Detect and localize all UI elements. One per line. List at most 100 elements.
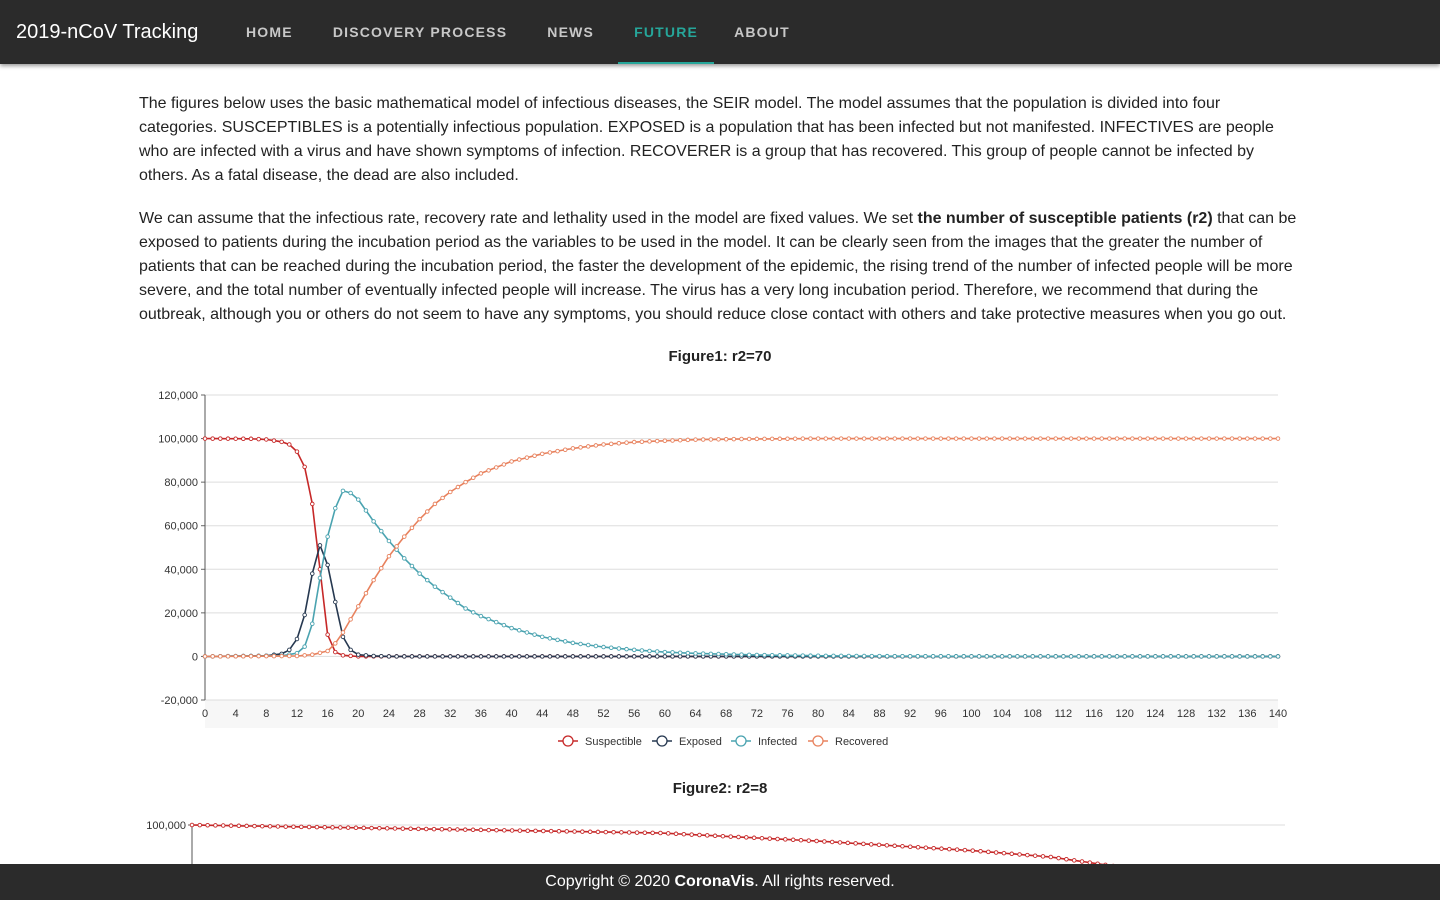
data-point <box>723 652 729 657</box>
nav-home[interactable]: HOME <box>246 24 293 40</box>
data-point <box>1022 654 1028 659</box>
data-point <box>1168 654 1173 659</box>
data-point <box>603 829 609 835</box>
x-tick-label: 84 <box>843 708 855 720</box>
data-point <box>915 844 921 850</box>
data-point <box>585 654 591 659</box>
data-point <box>556 829 562 834</box>
x-tick-label: 116 <box>1085 708 1103 720</box>
data-point <box>233 436 238 441</box>
data-point <box>619 830 624 835</box>
data-point <box>562 639 568 644</box>
data-point <box>767 836 772 841</box>
data-point <box>532 654 537 659</box>
data-point <box>631 647 637 653</box>
data-point <box>705 833 710 838</box>
data-point <box>601 644 606 650</box>
figure1-title: Figure1: r2=70 <box>668 348 772 365</box>
data-point <box>294 449 300 454</box>
data-point <box>425 654 430 659</box>
data-point <box>369 825 374 831</box>
data-point <box>417 571 422 576</box>
data-point <box>547 636 553 641</box>
data-point <box>1268 654 1273 659</box>
data-point <box>1015 436 1020 441</box>
data-point <box>1015 654 1020 659</box>
data-point <box>570 640 576 646</box>
data-point <box>670 650 675 655</box>
data-point <box>356 604 361 609</box>
nav-news[interactable]: NEWS <box>547 24 595 40</box>
data-point <box>1222 654 1227 659</box>
data-point <box>931 845 936 851</box>
data-point <box>1237 654 1242 659</box>
data-point <box>1032 853 1038 858</box>
data-point <box>524 654 530 659</box>
x-tick-label: 88 <box>873 708 885 720</box>
data-point <box>754 436 760 442</box>
data-point <box>792 653 798 658</box>
y-tick-label: 120,000 <box>158 390 198 402</box>
data-point <box>539 654 545 659</box>
data-point <box>317 650 323 656</box>
nav-about[interactable]: ABOUT <box>734 24 790 40</box>
data-point <box>371 577 376 583</box>
data-point <box>236 823 242 829</box>
data-point <box>1107 436 1112 441</box>
data-point <box>379 565 384 571</box>
figure2-chart: 100,000 <box>146 820 1285 870</box>
data-point <box>831 436 836 441</box>
data-point <box>1199 436 1204 441</box>
data-point <box>1260 436 1265 441</box>
data-point <box>785 653 790 658</box>
data-point <box>908 844 913 850</box>
data-point <box>310 652 315 657</box>
footer-copyright: Copyright © 2020 <box>545 873 675 890</box>
data-point <box>823 653 829 659</box>
data-point <box>241 653 246 659</box>
data-point <box>440 495 445 501</box>
data-point <box>564 829 569 834</box>
data-point <box>1214 654 1219 659</box>
data-point <box>739 652 744 657</box>
data-point <box>1130 436 1135 441</box>
data-point <box>1114 654 1120 659</box>
data-point <box>377 825 382 831</box>
intro-section: The figures below uses the basic mathema… <box>139 92 1301 346</box>
data-point <box>1245 654 1250 659</box>
nav-future[interactable]: FUTURE <box>618 0 715 64</box>
data-point <box>356 652 361 657</box>
x-tick-label: 128 <box>1177 708 1195 720</box>
data-point <box>1030 436 1035 441</box>
series-recovered <box>202 436 1281 659</box>
data-point <box>363 508 369 513</box>
brand-title[interactable]: 2019-nCoV Tracking <box>16 21 199 43</box>
data-point <box>202 436 208 441</box>
data-point <box>310 621 315 626</box>
data-point <box>838 653 844 659</box>
data-point <box>861 841 866 847</box>
nav-discovery-process[interactable]: DISCOVERY PROCESS <box>332 24 508 40</box>
data-point <box>685 437 691 443</box>
x-tick-label: 60 <box>659 708 671 720</box>
data-point <box>1040 854 1046 859</box>
data-point <box>287 442 292 447</box>
data-point <box>225 654 231 659</box>
data-point <box>800 436 806 441</box>
data-point <box>1007 654 1013 659</box>
data-point <box>1130 654 1135 659</box>
data-point <box>478 654 484 659</box>
series-line-infected <box>205 489 1278 658</box>
data-point <box>777 653 783 658</box>
data-point <box>869 436 875 441</box>
legend-label: Exposed <box>679 736 722 748</box>
data-point <box>1064 856 1069 862</box>
x-tick-label: 44 <box>536 708 548 720</box>
data-point <box>1206 436 1212 441</box>
data-point <box>471 654 476 659</box>
data-point <box>210 654 215 659</box>
data-point <box>823 436 829 441</box>
data-point <box>892 436 898 441</box>
data-point <box>854 436 859 441</box>
data-point <box>501 654 507 659</box>
